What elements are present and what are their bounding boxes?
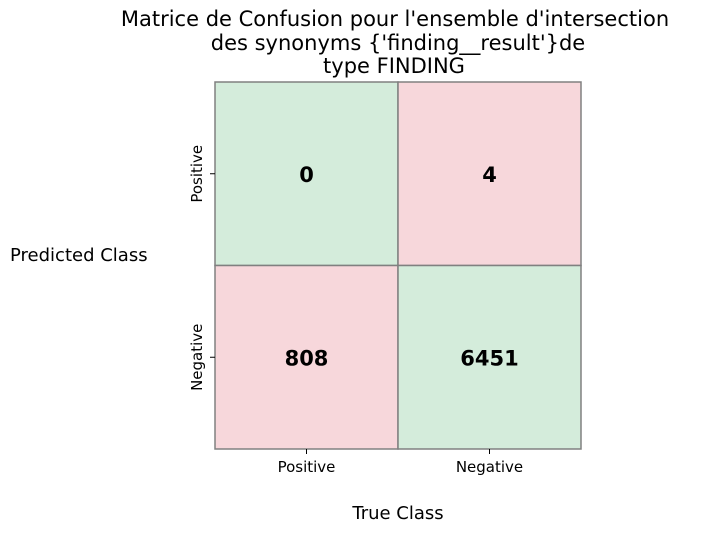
- x-tick-label-positive: Positive: [278, 458, 336, 476]
- cell-value-pred-negative-true-positive: 808: [285, 346, 329, 370]
- x-axis-label: True Class: [351, 503, 443, 524]
- cell-pred-positive-true-positive: [214, 81, 399, 267]
- cell-value-labels: 0 4 808 6451: [285, 163, 519, 371]
- y-axis-label: Predicted Class: [10, 245, 148, 266]
- cell-pred-positive-true-negative: [397, 81, 582, 267]
- chart-title-line-2: des synonyms {'finding__result'}de: [211, 31, 585, 56]
- y-tick-label-negative: Negative: [188, 324, 206, 391]
- chart-title: Matrice de Confusion pour l'ensemble d'i…: [121, 7, 669, 78]
- chart-title-line-1: Matrice de Confusion pour l'ensemble d'i…: [121, 7, 669, 31]
- cell-value-pred-positive-true-positive: 0: [299, 163, 314, 187]
- chart-title-line-3: type FINDING: [323, 54, 465, 78]
- x-tick-label-negative: Negative: [456, 458, 523, 476]
- cell-value-pred-positive-true-negative: 4: [482, 163, 497, 187]
- matrix-cells: [214, 81, 582, 450]
- y-axis-ticks: Positive Negative: [188, 145, 215, 391]
- cell-value-pred-negative-true-negative: 6451: [460, 346, 518, 370]
- y-tick-label-positive: Positive: [188, 145, 206, 203]
- x-axis-ticks: Positive Negative: [278, 449, 523, 476]
- cell-pred-negative-true-positive: [214, 264, 399, 450]
- cell-pred-negative-true-negative: [397, 264, 582, 450]
